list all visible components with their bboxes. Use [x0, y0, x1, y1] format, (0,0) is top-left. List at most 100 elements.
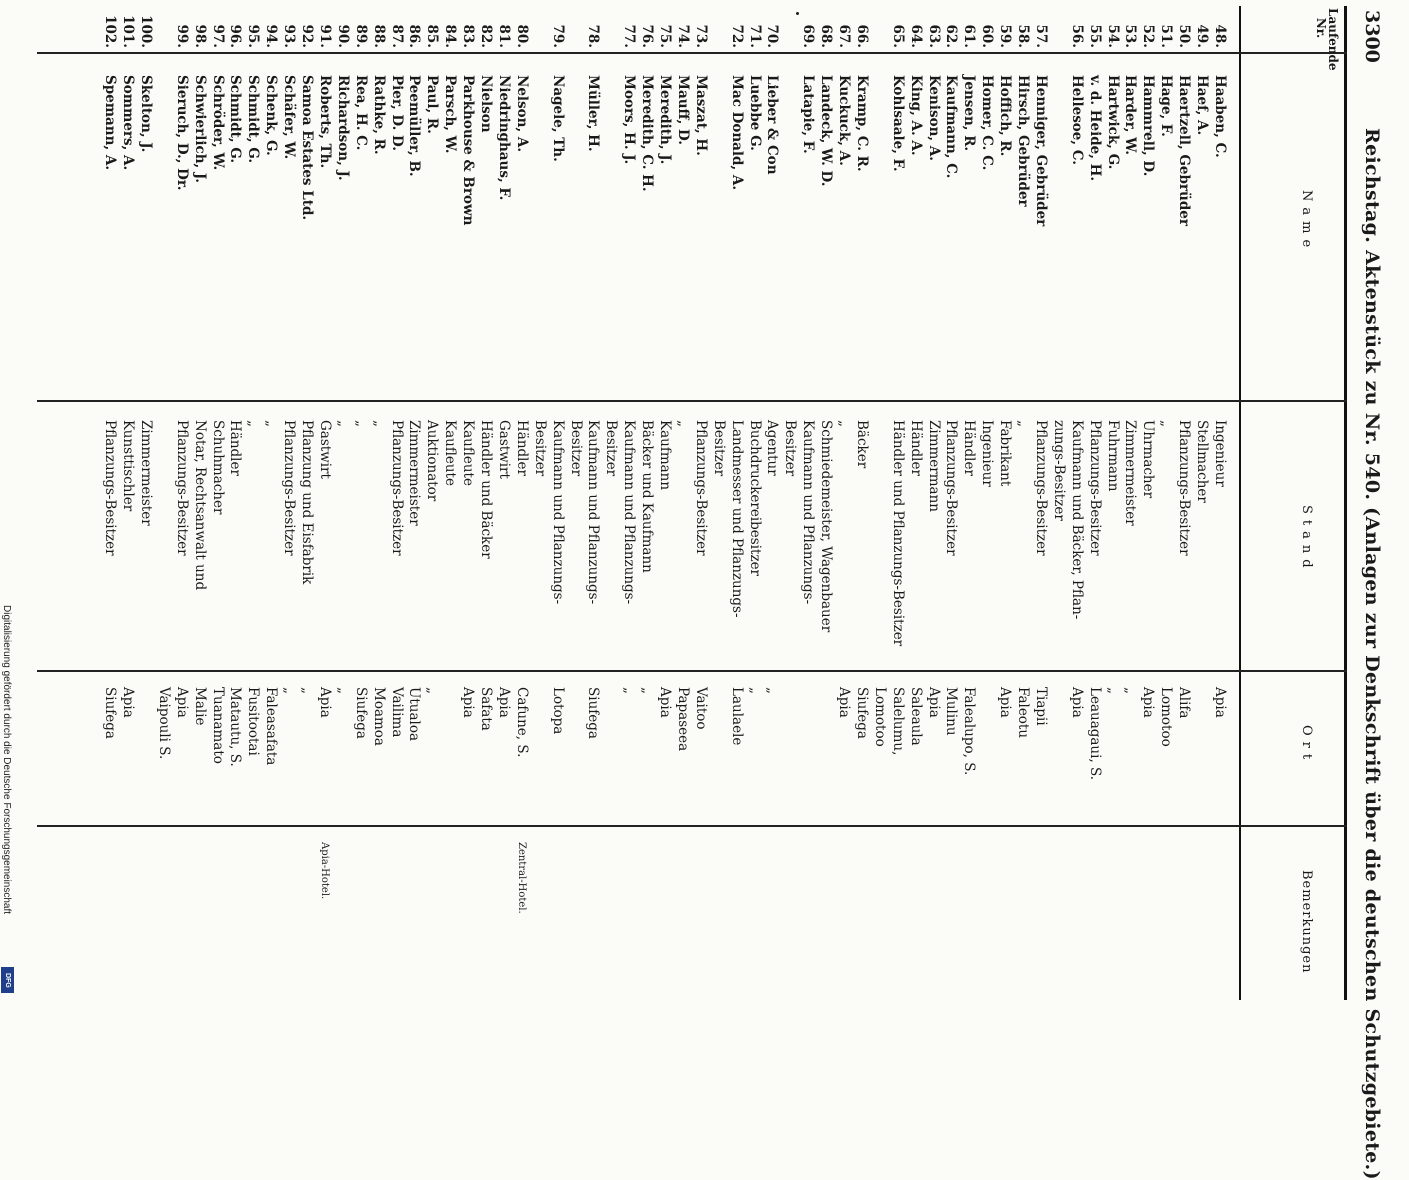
row-stand: Händler [513, 420, 530, 476]
row-name: Kuckuck, A. [836, 75, 853, 166]
row-ort: Utualoa [406, 687, 423, 742]
row-number: 61. [961, 24, 978, 49]
row-number: 102. [102, 15, 119, 48]
table-row: 60. Homer, C. C. Ingenieur [979, 0, 995, 1000]
row-stand: Uhrmacher [1140, 420, 1157, 499]
row-name: Peemüller, B. [406, 75, 423, 177]
dfg-credit: Digitalisierung gefördert durch die Deut… [0, 605, 14, 995]
row-number: 92. [299, 24, 316, 49]
table-row: 61. Jensen, R. Händler Falealupo, S. [961, 0, 978, 1000]
row-ort: „ [334, 687, 351, 694]
row-number: 86. [406, 24, 423, 49]
row-stand: Pflanzungs-Besitzer [388, 420, 405, 556]
table-row: 92. Samoa Estates Ltd. Pflanzung und Eisfa… [299, 0, 316, 1000]
row-name: Kramp, C. R. [854, 75, 870, 172]
table-row: 75. Meredith, J. Kaufmann Apia [657, 0, 673, 1000]
row-stand: „ [263, 420, 280, 427]
running-header: 3300 Reichstag. Aktenstück zu Nr. 540. (… [1351, 10, 1391, 1180]
row-ort: Vailima [388, 687, 405, 738]
row-stand: Schuhmacher [209, 420, 226, 515]
row-name: Lieber & Con [764, 75, 781, 175]
row-stand: Kunsttischler [120, 420, 137, 512]
row-ort: Lomotoo [871, 687, 888, 747]
row-name: Sieruch, D., Dr. [173, 75, 190, 191]
table-row: 67. Kuckuck, A. „ Apia [836, 0, 853, 1000]
row-stand: Auktionator [424, 420, 441, 502]
row-name: Kohlsaale, F. [889, 75, 906, 172]
row-stand: Kaufmann und Pflanzungs- [800, 420, 817, 605]
row-name: v. d. Heide, H. [1086, 75, 1103, 182]
table-row: 59. Hoffich, R. Fabrikant Apia [997, 0, 1013, 1000]
table-row: 57. Henniger, Gebrüder Pflanzungs-Besitzer… [1033, 0, 1049, 1000]
row-number: 83. [460, 24, 477, 49]
row-number: 95. [245, 24, 262, 49]
row-name: Samoa Estates Ltd. [299, 75, 316, 221]
row-stand: Zimmermeister [406, 420, 423, 526]
table-row: Vaipouli S. [156, 0, 172, 1000]
table-row: 96. Schmidt, G. Händler Matautu, S. [227, 0, 244, 1000]
row-stand: Notar, Rechtsanwalt und [191, 420, 208, 591]
column-header-ort: Ort [1299, 725, 1314, 766]
table-row: 98. Schwierlich, J. Notar, Rechtsanwalt un… [191, 0, 208, 1000]
row-number: 94. [263, 24, 280, 49]
page-number: 3300 [1361, 10, 1383, 63]
dfg-logo: DFG [1, 967, 14, 993]
table-row: 84. Parsch, W. Kaufleute [442, 0, 458, 1000]
row-stand: Pflanzungs-Besitzer [102, 420, 119, 556]
row-name: Haaben, C. [1212, 75, 1228, 158]
table-row: Besitzer [531, 0, 548, 1000]
row-ort: Siufega [585, 687, 602, 739]
row-stand: Pflanzung und Eisfabrik [299, 420, 316, 585]
row-stand: Gastwirt [496, 420, 512, 479]
table-row: 82. Nielson Händler und Bäcker Safata [478, 0, 495, 1000]
row-name: Hammrell, D. [1140, 75, 1157, 177]
row-name: Sommers, A. [120, 75, 137, 171]
row-stand: Pflanzungs-Besitzer [173, 420, 190, 556]
row-number: 100. [138, 15, 154, 48]
row-number: 74. [675, 24, 691, 49]
row-ort: Falealupo, S. [961, 687, 978, 776]
row-name: Parkhouse & Brown [460, 75, 477, 226]
table-row: 53. Harder, W. Zimmermeister „ [1122, 0, 1139, 1000]
row-stand: „ [370, 420, 387, 427]
table-row: 50. Haertzell, Gebrüder Pflanzungs-Besitze… [1176, 0, 1192, 1000]
row-ort: „ [1122, 687, 1139, 694]
row-name: Hage, F. [1158, 75, 1175, 137]
table-row: 89. Rea, H. C. „ Siufega [352, 0, 369, 1000]
row-stand: Gastwirt [317, 420, 333, 479]
row-stand: Händler und Pflanzungs-Besitzer [889, 420, 906, 647]
row-number: 68. [818, 24, 835, 49]
row-stand: Bäcker [854, 420, 870, 469]
row-ort: Apia [925, 687, 942, 718]
row-stand: Pflanzungs-Besitzer [1033, 420, 1049, 556]
table-row: 78. Müller, H. Kaufmann und Pflanzungs- Siu… [585, 0, 602, 1000]
row-name: Schwierlich, J. [191, 75, 208, 183]
row-number: 93. [281, 24, 298, 49]
row-stand: Händler [227, 420, 244, 476]
row-name: Henniger, Gebrüder [1033, 75, 1049, 227]
row-ort: Tiapii [1033, 687, 1049, 726]
row-ort: Siufega [352, 687, 369, 739]
row-number: 82. [478, 24, 495, 49]
row-name: Hellesoe, C. [1068, 75, 1085, 165]
table-row: 100. Skelton, J. Zimmermeister [138, 0, 154, 1000]
row-name: Landeck, W. D. [818, 75, 835, 187]
table-row: 81. Niedringhaus, F. Gastwirt Apia [496, 0, 512, 1000]
table-row: 83. Parkhouse & Brown Kaufleute Apia [460, 0, 477, 1000]
table-row: Besitzer [603, 0, 619, 1000]
table-row: 95. Schmidt, G. „ Fusitootai [245, 0, 262, 1000]
row-stand: „ [1158, 420, 1175, 427]
table-row: 54. Hartwick, G. Fuhrmann „ [1105, 0, 1121, 1000]
row-stand: „ [352, 420, 369, 427]
row-ort: Papaseea [675, 687, 691, 752]
table-row: 85. Paul, R. Auktionator „ [424, 0, 441, 1000]
table-row: Besitzer [568, 0, 584, 1000]
row-stand: Besitzer [531, 420, 548, 477]
speck-mark [796, 12, 799, 15]
table-row: 90. Richardson, J. „ „ [334, 0, 351, 1000]
row-name: Richardson, J. [334, 75, 351, 181]
row-number: 63. [925, 24, 942, 49]
column-header-nr: Laufende Nr. [1314, 8, 1340, 71]
row-name: Hirsch, Gebrüder [1015, 75, 1032, 207]
